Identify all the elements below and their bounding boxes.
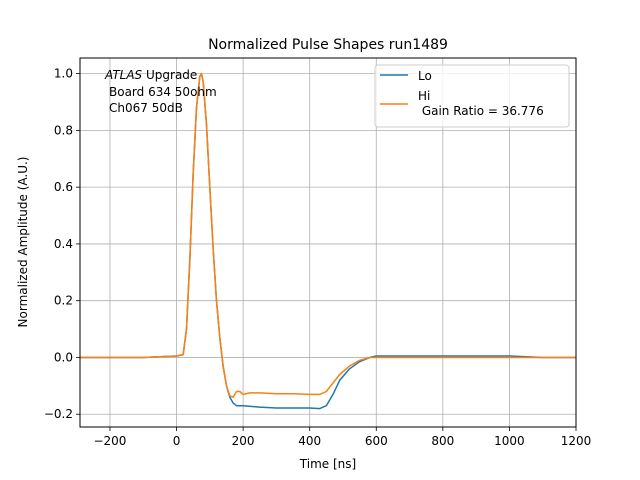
annotation-board: Board 634 50ohm (109, 85, 217, 99)
y-tick-label: 1.0 (54, 67, 73, 81)
annotation-channel: Ch067 50dB (109, 101, 183, 115)
x-axis-ticks: −200 0 200 400 600 800 1000 1200 (93, 427, 591, 448)
x-tick-label: 600 (365, 434, 388, 448)
legend-label-line: Lo (418, 69, 432, 83)
chart-title: Normalized Pulse Shapes run1489 (208, 37, 448, 53)
x-tick-label: −200 (93, 434, 126, 448)
legend-label-hi: Hi Gain Ratio = 36.776 (418, 89, 544, 118)
series-line-hi (80, 72, 576, 398)
y-tick-label: 0.0 (54, 350, 73, 364)
annotation-upgrade: Upgrade (142, 68, 197, 82)
x-tick-label: 1000 (494, 434, 525, 448)
series-layer (80, 72, 576, 410)
x-tick-label: 1200 (561, 434, 592, 448)
svg-text:ATLAS Upgrade: ATLAS Upgrade (104, 68, 197, 82)
legend-label-lo: Lo (418, 69, 432, 83)
x-tick-label: 400 (298, 434, 321, 448)
x-tick-label: 0 (173, 434, 181, 448)
y-axis-label: Normalized Amplitude (A.U.) (16, 157, 30, 328)
annotation-atlas: ATLAS (104, 68, 143, 82)
legend-box (374, 64, 570, 128)
atlas-annotation: ATLAS Upgrade Board 634 50ohm Ch067 50dB (104, 68, 217, 115)
y-tick-label: −0.2 (44, 407, 73, 421)
y-tick-label: 0.4 (54, 237, 73, 251)
plot-frame (79, 57, 577, 428)
y-tick-label: 0.2 (54, 294, 73, 308)
legend: Lo Hi Gain Ratio = 36.776 (374, 64, 570, 128)
x-axis-label: Time [ns] (299, 457, 356, 471)
x-tick-label: 800 (431, 434, 454, 448)
y-axis-ticks: −0.2 0.0 0.2 0.4 0.6 0.8 1.0 (44, 67, 80, 421)
legend-label-line: Gain Ratio = 36.776 (418, 104, 544, 118)
legend-label-line: Hi (418, 89, 430, 103)
y-tick-label: 0.8 (54, 123, 73, 137)
y-tick-label: 0.6 (54, 180, 73, 194)
x-tick-label: 200 (232, 434, 255, 448)
